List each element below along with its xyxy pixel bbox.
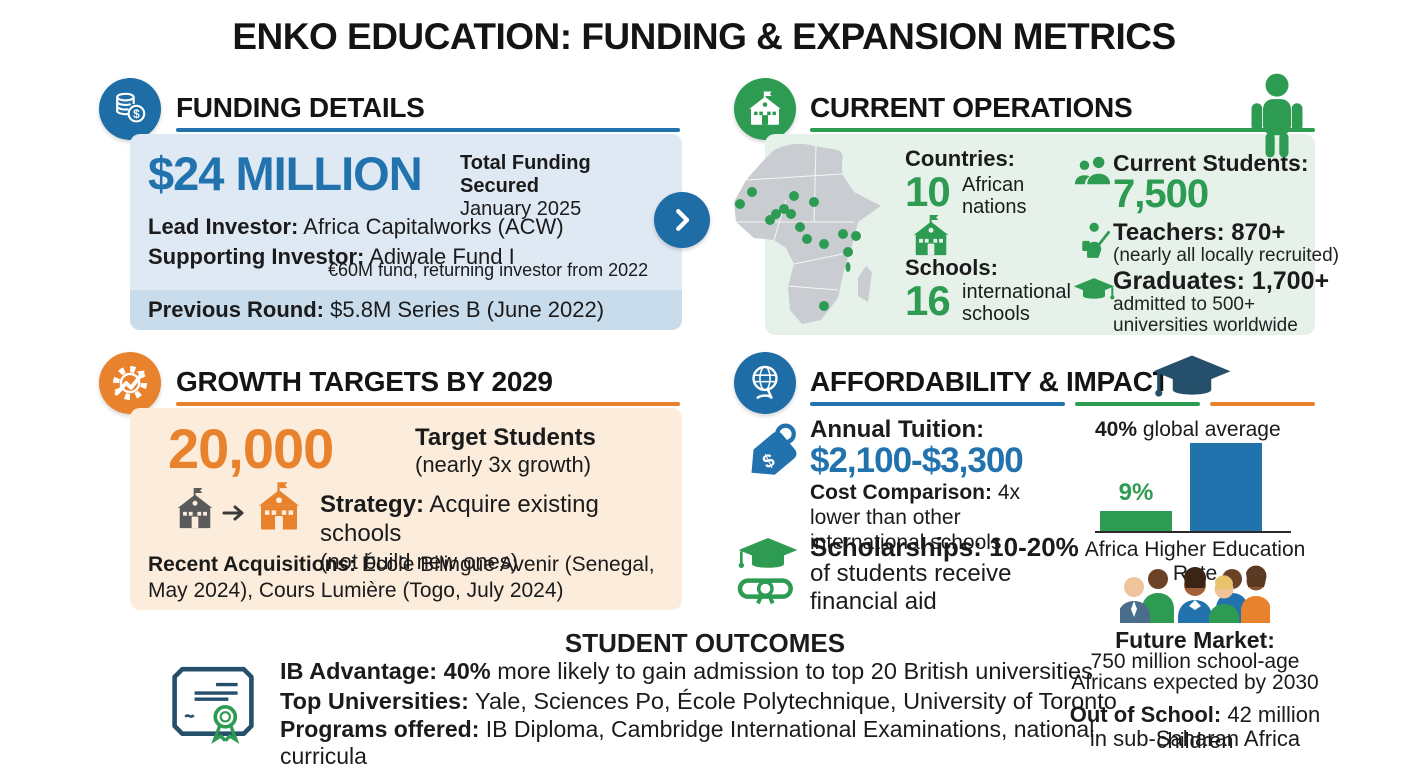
countries-value: 10 bbox=[905, 168, 951, 215]
africa-map bbox=[726, 140, 901, 340]
programs-line: Programs offered: IB Diploma, Cambridge … bbox=[280, 716, 1095, 768]
graduation-cap-icon bbox=[1072, 276, 1116, 311]
scholarships-label: Scholarships: 10-20% bbox=[810, 532, 1079, 562]
cost-comparison-line: Cost Comparison: 4x lower than other int… bbox=[810, 481, 1021, 554]
supporting-note: €60M fund, returning investor from 2022 bbox=[328, 260, 649, 280]
school-icon bbox=[734, 78, 796, 140]
countries-label: Countries: bbox=[905, 146, 1015, 171]
tuition-value: $2,100-$3,300 bbox=[810, 441, 1024, 480]
future-market-line2: Africans expected by 2030 bbox=[1071, 671, 1319, 694]
strategy-line: Strategy: Acquire existing schools (not … bbox=[320, 491, 599, 574]
growth-underline bbox=[176, 402, 680, 406]
teachers-label: Teachers: 870+ bbox=[1113, 219, 1286, 246]
future-market-line1: 750 million school-age bbox=[1090, 650, 1300, 673]
funding-amount: $24 MILLION bbox=[148, 147, 423, 200]
acquisitions-line: Recent Acquisitions: École Bilingue Aven… bbox=[148, 553, 655, 603]
certificate-icon bbox=[170, 660, 256, 751]
students-value: 7,500 bbox=[1113, 172, 1209, 216]
ib-advantage-line: IB Advantage: 40% more likely to gain ad… bbox=[280, 658, 1093, 684]
previous-round-line: Previous Round: $5.8M Series B (June 202… bbox=[130, 290, 682, 330]
schools-caption: international schools bbox=[962, 281, 1071, 325]
outcomes-heading: STUDENT OUTCOMES bbox=[564, 628, 846, 658]
affordability-underline-orange bbox=[1210, 402, 1315, 406]
countries-caption: African nations bbox=[962, 174, 1027, 218]
gear-growth-icon bbox=[99, 352, 161, 414]
bar-chart: 9% bbox=[1095, 440, 1291, 533]
lead-investor-line: Lead Investor: Africa Capitalworks (ACW) bbox=[148, 214, 564, 239]
funding-amount-caption: Total Funding Secured January 2025 bbox=[460, 152, 591, 220]
price-tag-icon: $ bbox=[736, 420, 802, 491]
growth-target-caption: Target Students (nearly 3x growth) bbox=[415, 424, 596, 478]
affordability-underline-blue bbox=[810, 402, 1065, 406]
operations-underline bbox=[810, 128, 1315, 132]
svg-text:$: $ bbox=[133, 107, 140, 121]
bar-africa bbox=[1100, 511, 1172, 531]
school-small-green-icon bbox=[908, 215, 954, 262]
student-backpack-icon bbox=[1243, 72, 1311, 169]
top-universities-line: Top Universities: Yale, Sciences Po, Éco… bbox=[280, 688, 1117, 714]
teachers-caption: (nearly all locally recruited) bbox=[1113, 245, 1339, 266]
coins-icon: $ bbox=[99, 78, 161, 140]
scholarships-caption: of students receive financial aid bbox=[810, 560, 1012, 616]
schools-label: Schools: bbox=[905, 255, 998, 280]
grad-cap-navy-icon bbox=[1148, 352, 1236, 413]
supporting-investor-line: Supporting Investor: Adiwale Fund I bbox=[148, 244, 515, 269]
teacher-icon bbox=[1078, 222, 1112, 263]
outofschool-line: Out of School: 42 million children bbox=[1069, 702, 1321, 753]
graduates-label: Graduates: 1,700+ bbox=[1113, 267, 1330, 295]
graduates-caption: admitted to 500+ universities worldwide bbox=[1113, 294, 1298, 337]
chevron-right-icon[interactable] bbox=[654, 192, 710, 248]
people-icon bbox=[1074, 154, 1112, 191]
students-group-icon bbox=[1118, 565, 1271, 628]
future-market-label: Future Market: bbox=[1115, 627, 1275, 653]
chart-top-label: 40% global average bbox=[1095, 418, 1281, 441]
funding-underline bbox=[176, 128, 680, 132]
arrow-right-icon bbox=[222, 504, 250, 527]
growth-panel: 20,000 Target Students (nearly 3x growth… bbox=[130, 408, 682, 610]
globe-icon bbox=[734, 352, 796, 414]
bar-africa-label: 9% bbox=[1118, 479, 1154, 506]
tuition-label: Annual Tuition: bbox=[810, 416, 985, 443]
growth-heading: GROWTH TARGETS BY 2029 bbox=[176, 366, 553, 397]
school-orange-icon bbox=[252, 482, 306, 537]
funding-heading: FUNDING DETAILS bbox=[176, 92, 425, 123]
school-gray-icon bbox=[172, 488, 218, 535]
affordability-underline-green bbox=[1075, 402, 1200, 406]
funding-panel: $24 MILLION Total Funding Secured Januar… bbox=[130, 134, 682, 330]
schools-value: 16 bbox=[905, 277, 951, 324]
scholarship-icon bbox=[736, 535, 800, 610]
bar-global bbox=[1190, 443, 1262, 531]
outofschool-line2: in sub-Saharan Africa bbox=[1089, 726, 1301, 751]
affordability-heading: AFFORDABILITY & IMPACT bbox=[810, 366, 1170, 397]
page-title: ENKO EDUCATION: FUNDING & EXPANSION METR… bbox=[232, 16, 1176, 57]
growth-target-value: 20,000 bbox=[168, 417, 334, 480]
operations-heading: CURRENT OPERATIONS bbox=[810, 92, 1133, 123]
students-label: Current Students: bbox=[1113, 150, 1309, 176]
